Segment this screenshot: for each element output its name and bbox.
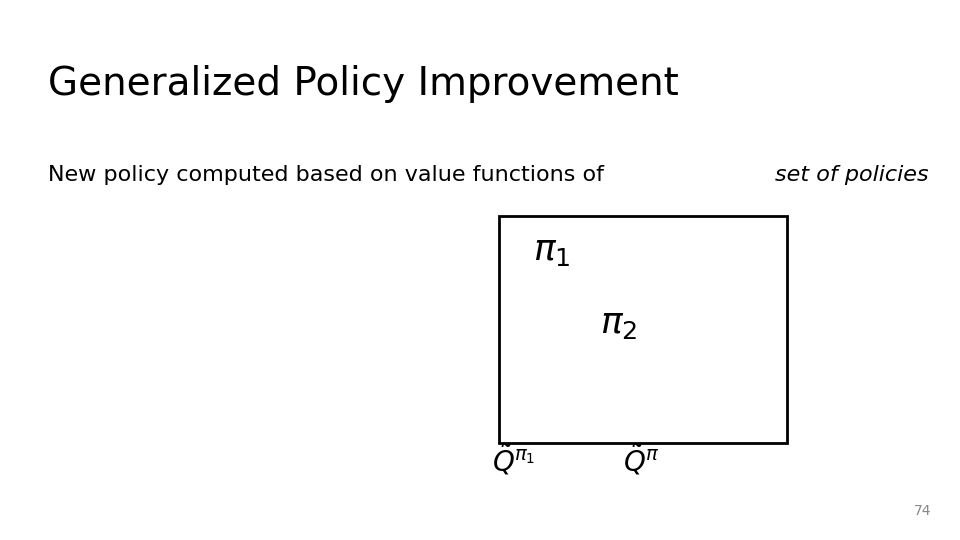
Bar [499, 216, 787, 443]
Text: $\tilde{Q}^{\pi}$: $\tilde{Q}^{\pi}$ [623, 442, 660, 478]
Text: $\pi_1$: $\pi_1$ [533, 234, 570, 268]
Text: $\pi_2$: $\pi_2$ [600, 307, 637, 341]
Text: $\tilde{Q}^{\pi_1}$: $\tilde{Q}^{\pi_1}$ [492, 442, 535, 478]
Text: New policy computed based on value functions of: New policy computed based on value funct… [48, 165, 612, 185]
Text: set of policies: set of policies [775, 165, 928, 185]
Text: 74: 74 [914, 504, 931, 518]
Text: Generalized Policy Improvement: Generalized Policy Improvement [48, 65, 679, 103]
